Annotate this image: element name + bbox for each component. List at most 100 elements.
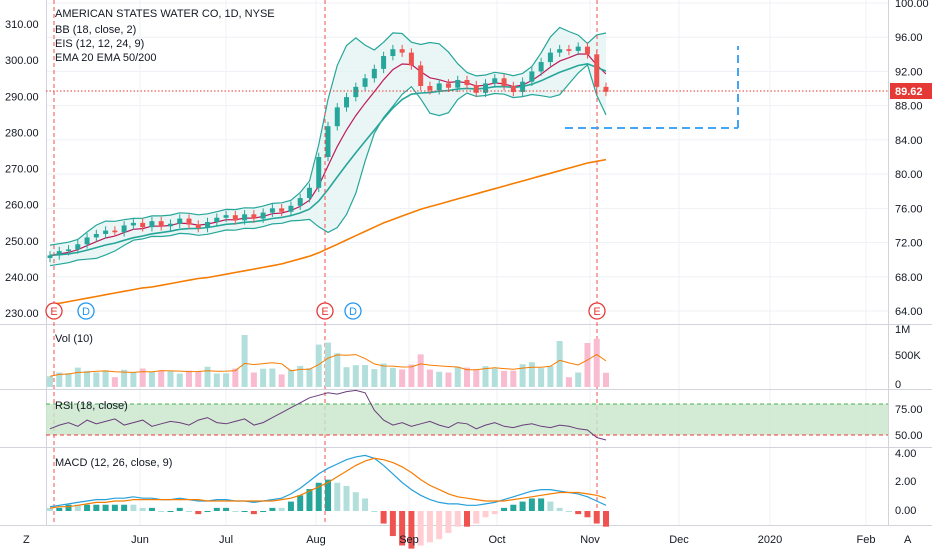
macd-histogram [47,479,609,549]
event-marker[interactable]: D [344,302,362,320]
macd-hist-bar [399,511,406,546]
volume-bar [186,370,192,387]
rsi-label: RSI (18, close) [55,400,128,412]
candle-body [223,215,229,218]
volume-bar [287,369,294,387]
event-marker[interactable]: D [77,302,95,320]
candle-body [427,85,433,91]
volume-bar [167,371,174,387]
left-axis-tick: 240.00 [5,272,39,284]
macd-hist-bar [204,511,211,512]
macd-hist-bar [426,511,433,543]
volume-bar [371,369,378,387]
left-axis-tick: 250.00 [5,236,39,248]
volume-bar [445,372,452,387]
time-axis-tick: Aug [306,534,326,546]
volume-bar [148,371,155,387]
candle-body [418,65,424,86]
candle-body [362,78,368,87]
volume-ma-line [49,353,607,377]
macd-hist-bar [232,511,239,512]
candle-body [520,81,526,92]
candle-body [130,222,136,226]
zoom-icon[interactable]: Z [23,534,30,546]
macd-tick-4: 4.00 [895,448,916,460]
event-marker-letter: E [321,306,328,318]
auto-scale-icon[interactable]: A [904,534,912,546]
last-price-text: 89.62 [895,86,923,98]
time-axis-tick: Dec [669,534,689,546]
indicator-bb-label: BB (18, close, 2) [55,24,136,36]
macd-tick-0: 0.00 [895,505,916,517]
left-axis-tick: 300.00 [5,55,39,67]
candle-body [140,222,146,228]
volume-bar [482,366,489,387]
macd-hist-bar [343,485,350,511]
volume-bar [65,373,72,387]
candle-body [334,107,340,127]
candle-body [510,85,516,92]
macd-hist-bar [575,511,582,515]
macd-hist-bar [74,504,81,511]
macd-hist-bar [297,495,304,511]
candle-body [538,62,544,72]
right-axis-tick: 84.00 [895,135,923,147]
macd-hist-bar [223,507,230,511]
volume-tick-500k: 500K [895,350,921,362]
bollinger-upper-line [49,26,607,246]
volume-bar [315,344,322,387]
macd-hist-bar [260,511,267,512]
event-marker[interactable]: E [45,302,63,320]
event-marker[interactable]: E [316,302,334,320]
volume-bar [111,377,118,387]
volume-bar [176,373,183,387]
left-axis-tick: 290.00 [5,91,39,103]
candle-body [566,49,572,51]
event-marker-letter: E [593,306,600,318]
macd-hist-bar [325,479,331,511]
candle-body [547,52,553,63]
macd-tick-2: 2.00 [895,476,916,488]
time-axis-tick: 2020 [758,534,782,546]
candle-body [464,80,470,86]
macd-line [49,454,607,508]
volume-bar [547,366,554,387]
volume-bar [519,364,526,387]
macd-hist-bar [538,498,545,511]
candle-body [306,187,312,199]
candle-body [381,56,387,69]
last-price-badge [890,83,932,99]
macd-hist-bar [547,501,554,511]
candle-body [93,234,99,238]
volume-bar [528,362,535,387]
event-marker[interactable]: E [588,302,606,320]
macd-hist-bar [102,504,109,511]
candle-body [584,46,590,55]
volume-bar [584,343,591,387]
volume-tick-0: 0 [895,379,901,391]
volume-bar [491,368,498,387]
event-marker-letter: E [50,306,57,318]
volume-bar [158,370,165,387]
macd-hist-bar [186,511,192,512]
macd-hist-bar [556,507,563,511]
volume-bar [139,368,146,387]
left-axis-tick: 280.00 [5,127,39,139]
volume-bar [454,366,461,387]
candle-body [47,255,53,258]
macd-hist-bar [121,504,128,511]
candle-body [112,230,118,233]
ema200-line [49,158,607,305]
candle-body [158,221,164,227]
macd-hist-bar [139,507,146,511]
candle-body [297,198,303,206]
volume-bar [269,368,276,387]
right-axis-tick: 76.00 [895,203,923,215]
candle-body [214,217,220,223]
volume-bar [223,373,230,387]
macd-hist-bar [473,511,480,524]
macd-hist-bar [445,511,452,533]
candle-body [279,208,285,212]
time-axis-tick: Nov [580,534,600,546]
